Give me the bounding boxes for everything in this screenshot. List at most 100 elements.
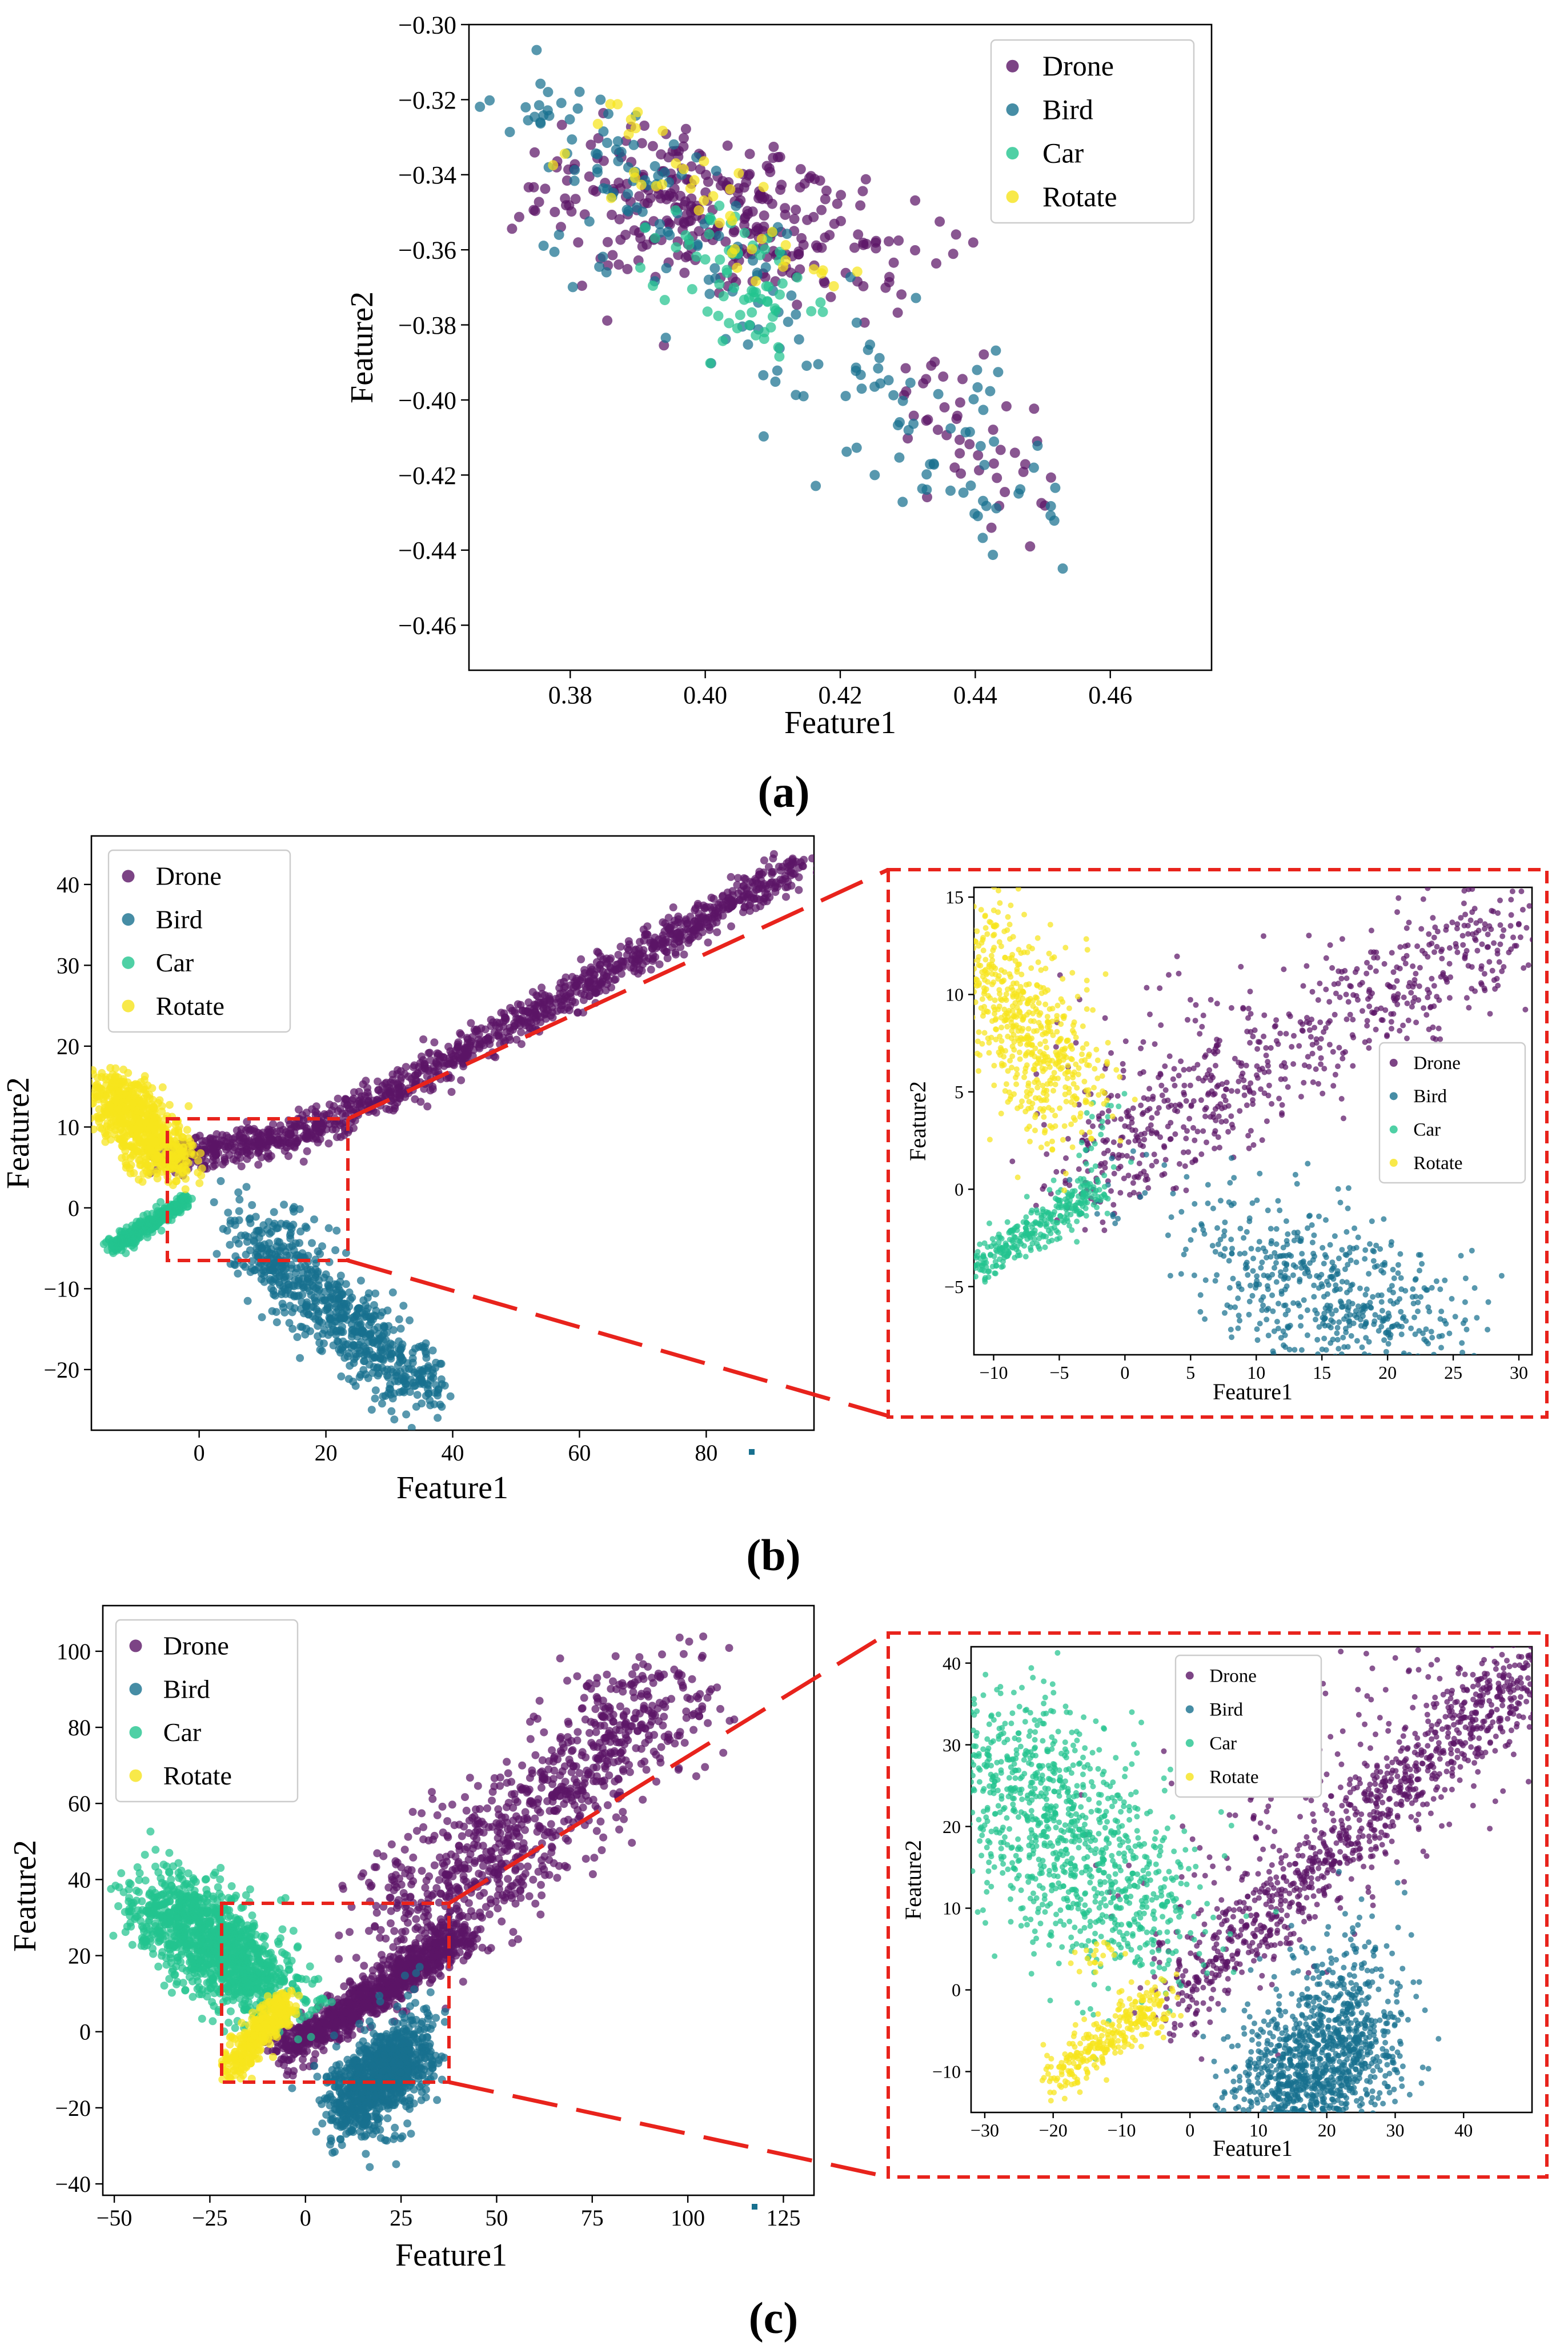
point-bird: [917, 483, 928, 494]
point-drone: [616, 942, 625, 951]
point-bird: [1264, 1283, 1270, 1289]
point-bird: [1372, 1312, 1378, 1318]
point-drone: [195, 1131, 204, 1140]
point-drone: [432, 1058, 440, 1066]
point-drone: [1250, 1101, 1256, 1107]
point-drone: [1321, 1066, 1328, 1072]
point-rotate: [150, 1113, 159, 1122]
point-bird: [1458, 1252, 1464, 1259]
point-bird: [367, 1334, 376, 1343]
point-drone: [679, 133, 689, 143]
point-drone: [744, 149, 755, 159]
point-rotate: [852, 266, 863, 277]
point-drone: [1203, 1105, 1209, 1111]
point-rotate: [82, 1077, 90, 1085]
point-rotate: [104, 1126, 113, 1134]
point-drone: [1429, 975, 1435, 982]
point-bird: [446, 1392, 455, 1400]
point-car: [157, 1226, 166, 1235]
point-car: [714, 201, 725, 211]
point-drone: [1425, 887, 1431, 891]
point-drone: [1411, 977, 1418, 983]
point-drone: [316, 1135, 324, 1143]
point-bird: [1237, 1226, 1244, 1232]
point-bird: [370, 1326, 379, 1334]
point-car: [99, 1240, 108, 1248]
panel-b-ylabel: Feature2: [1, 1077, 36, 1189]
point-bird: [325, 1275, 334, 1284]
panel-a-ticks: 0.38 0.40 0.42 0.44 0.46−0.30−0.32−0.34−0.36…: [398, 11, 1132, 709]
point-drone: [1102, 1139, 1108, 1145]
point-bird: [288, 1242, 296, 1250]
point-bird: [1403, 1318, 1409, 1324]
point-drone: [1102, 1015, 1108, 1021]
point-drone: [1153, 1130, 1160, 1136]
point-bird: [1364, 1286, 1370, 1292]
point-rotate: [185, 1102, 193, 1110]
point-drone: [1405, 1017, 1411, 1023]
point-drone: [1482, 926, 1487, 932]
point-drone: [1148, 1130, 1154, 1137]
point-bird: [325, 1303, 334, 1311]
legend-label-rotate: Rotate: [156, 991, 224, 1021]
point-bird: [412, 1402, 420, 1411]
point-bird: [991, 503, 1002, 514]
point-drone: [1045, 472, 1056, 483]
point-bird: [813, 359, 824, 370]
point-drone: [760, 856, 768, 865]
point-drone: [607, 250, 618, 261]
point-rotate: [657, 179, 668, 190]
point-drone: [1202, 1054, 1208, 1060]
point-bird: [793, 334, 804, 345]
point-drone: [892, 307, 903, 318]
point-bird: [356, 1370, 365, 1379]
point-drone: [1129, 1115, 1135, 1122]
point-drone: [1478, 966, 1484, 972]
point-drone: [1263, 1053, 1269, 1059]
panel-b-zoom-points: [974, 887, 1532, 1375]
point-car: [806, 306, 817, 317]
point-drone: [988, 458, 999, 469]
point-drone: [829, 218, 840, 229]
point-bird: [1329, 1267, 1335, 1273]
legend-box: [107, 849, 291, 1033]
point-bird: [378, 1308, 387, 1316]
point-drone: [1143, 1173, 1149, 1179]
point-drone: [1124, 1114, 1130, 1120]
point-car: [143, 1220, 151, 1228]
point-car: [136, 1218, 145, 1226]
point-bird: [1285, 1323, 1291, 1330]
point-drone: [598, 155, 609, 166]
point-bird: [1417, 1267, 1422, 1274]
point-drone: [832, 198, 843, 209]
y-tick-label: 30: [57, 953, 79, 978]
point-bird: [269, 1222, 278, 1230]
point-bird: [1362, 1256, 1368, 1262]
point-bird: [1463, 1326, 1470, 1332]
point-drone: [545, 994, 554, 1003]
point-drone: [1461, 888, 1467, 894]
point-drone: [802, 214, 813, 225]
point-drone: [1315, 997, 1321, 1003]
point-drone: [363, 1084, 372, 1093]
point-rotate: [623, 129, 634, 139]
point-bird: [979, 459, 990, 470]
point-bird: [1228, 1326, 1234, 1332]
point-bird: [1202, 1277, 1209, 1283]
point-drone: [1125, 1139, 1132, 1145]
point-drone: [727, 873, 735, 881]
point-bird: [1198, 1221, 1204, 1227]
point-bird: [1217, 1198, 1224, 1204]
point-bird: [1256, 1239, 1262, 1245]
point-drone: [447, 1088, 456, 1096]
point-bird: [1385, 1340, 1391, 1347]
point-drone: [382, 1078, 391, 1087]
point-bird: [965, 480, 976, 491]
point-bird: [210, 1198, 218, 1206]
point-bird: [1415, 1353, 1421, 1355]
point-drone: [1198, 1097, 1204, 1103]
point-bird: [584, 216, 595, 227]
point-bird: [1423, 1326, 1429, 1332]
point-drone: [1105, 1147, 1111, 1154]
point-bird: [1420, 1370, 1426, 1375]
